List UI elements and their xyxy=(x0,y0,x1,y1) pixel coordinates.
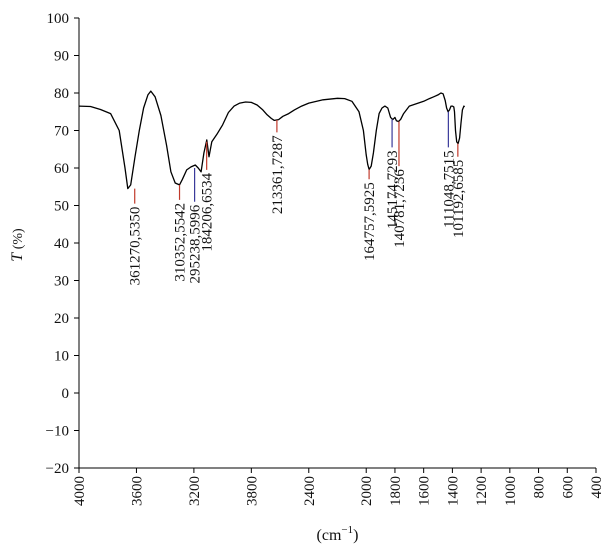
y-tick-label: 50 xyxy=(54,199,69,215)
peak-label: 213361,7287 xyxy=(270,135,286,214)
y-tick-label: 90 xyxy=(54,49,69,65)
y-axis-title-unit: (%) xyxy=(11,228,26,253)
y-tick-label: −10 xyxy=(46,424,69,440)
x-axis-title-base: (cm xyxy=(317,527,342,544)
peak-annotations: 361270,5350 310352,5542 295238,5996184206,… xyxy=(128,111,467,286)
x-tick-label: 2000 xyxy=(359,476,375,506)
y-tick-label: 60 xyxy=(54,161,69,177)
x-tick-label: 4000 xyxy=(72,476,88,506)
y-axis-title: T (%) xyxy=(9,228,26,262)
x-tick-label: 3800 xyxy=(244,476,260,506)
peak-label: 184206,6534 xyxy=(200,172,216,251)
x-tick-label: 400 xyxy=(589,476,605,499)
x-axis-ticks: 4000 3600 3200 3800 2400 2000 1800 1600 1400 1200… xyxy=(72,468,605,506)
peak-label: 361270,5350 xyxy=(128,207,144,286)
x-tick-label: 3200 xyxy=(187,476,203,506)
y-tick-label: 0 xyxy=(62,386,70,402)
y-tick-label: 100 xyxy=(47,11,70,27)
x-tick-label: 1200 xyxy=(474,476,490,506)
x-axis-title-tail: ) xyxy=(353,527,358,544)
x-tick-label: 2400 xyxy=(302,476,318,506)
y-tick-label: −20 xyxy=(46,461,69,477)
x-axis-title-superscript: −1 xyxy=(341,524,353,536)
peak-label: 111048,7515 xyxy=(441,150,457,228)
x-tick-label: 1800 xyxy=(388,476,404,506)
x-tick-label: 1400 xyxy=(445,476,461,506)
x-tick-label: 3600 xyxy=(129,476,145,506)
y-tick-label: 10 xyxy=(54,349,69,365)
x-tick-label: 600 xyxy=(560,476,576,499)
x-tick-label: 1000 xyxy=(503,476,519,506)
peak-label: 101192,6585 xyxy=(451,160,467,238)
peak-label: 295238,5996 xyxy=(188,204,204,283)
peak-label: 145174,7293 xyxy=(385,150,401,229)
x-tick-label: 800 xyxy=(532,476,548,499)
peak-label: 140781,7236 xyxy=(392,169,408,248)
y-tick-label: 40 xyxy=(54,236,69,252)
peak-label: 164757,5925 xyxy=(362,182,378,261)
spectrum-line xyxy=(78,90,466,190)
y-axis-title-variable: T xyxy=(9,252,26,262)
y-tick-label: 70 xyxy=(54,124,69,140)
x-axis-title: (cm−1) xyxy=(317,524,359,544)
y-tick-label: 20 xyxy=(54,311,69,327)
peak-label: 310352,5542 xyxy=(173,203,189,282)
x-tick-label: 1600 xyxy=(417,476,433,506)
y-tick-label: 80 xyxy=(54,86,69,102)
y-tick-label: 30 xyxy=(54,274,69,290)
plot-area xyxy=(78,90,466,190)
